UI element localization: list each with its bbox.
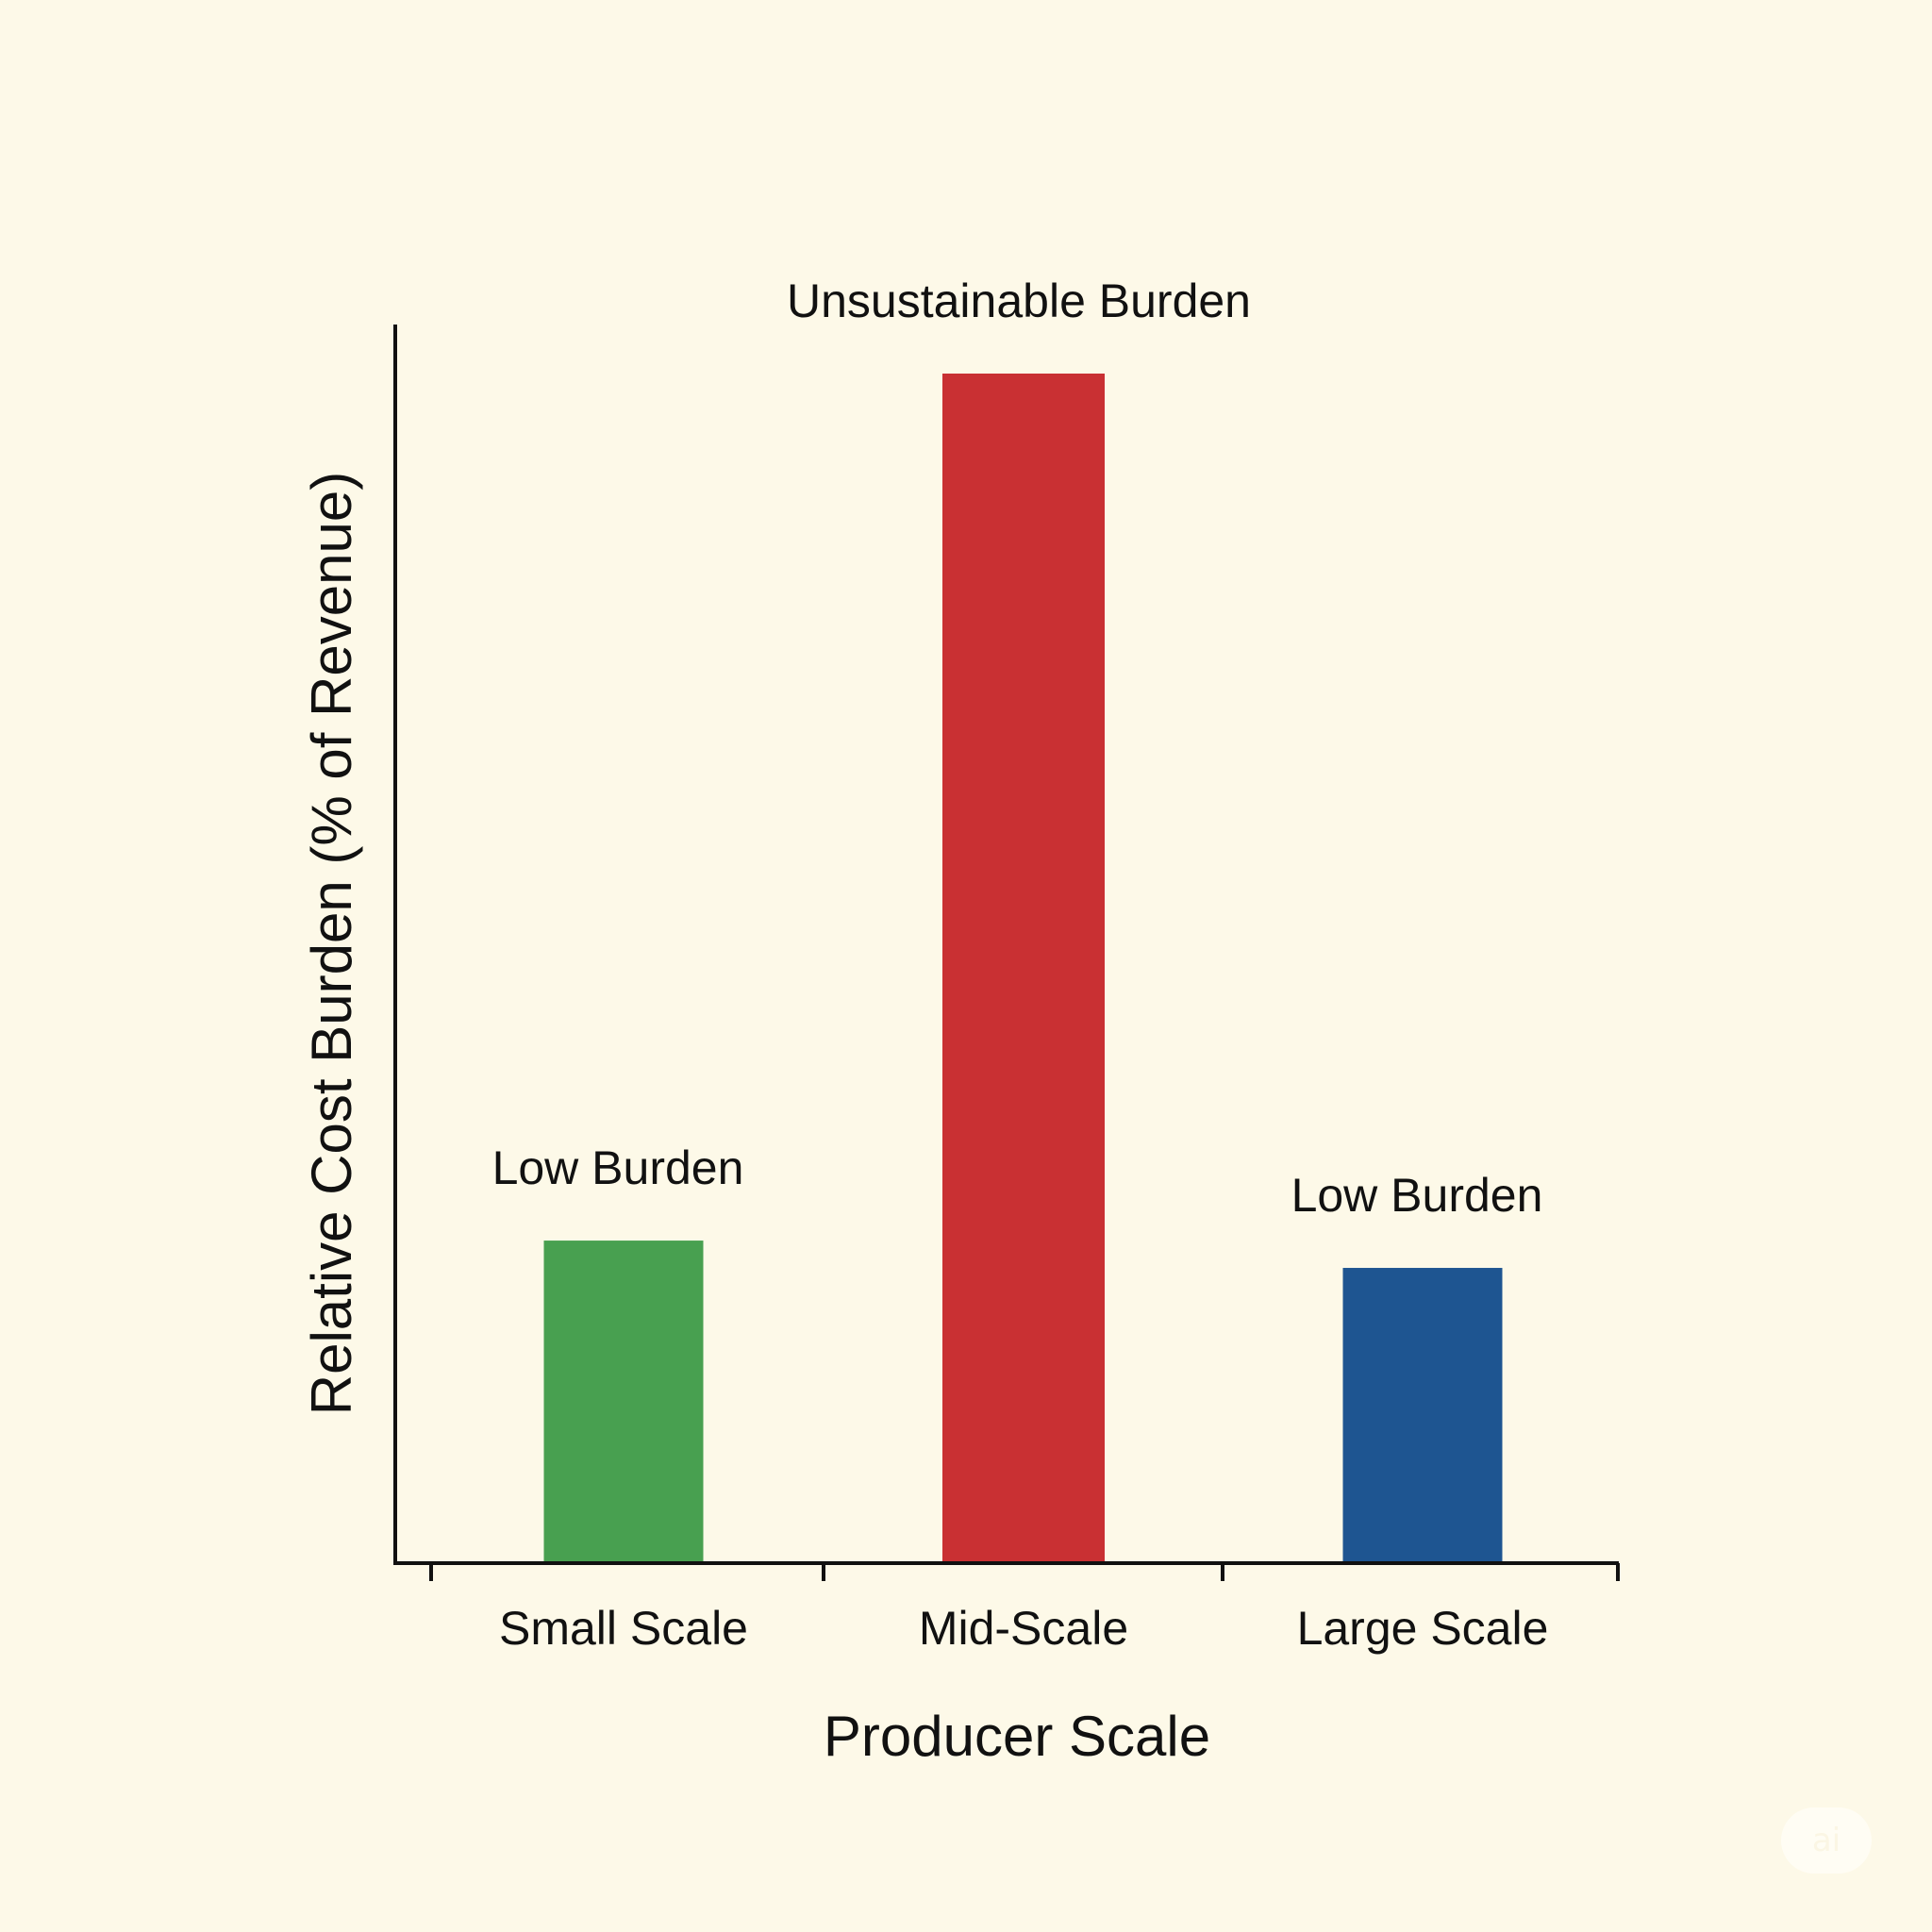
x-tick-labels: Small Scale Mid-Scale Large Scale	[499, 1602, 1548, 1655]
watermark-text: ai	[1811, 1822, 1841, 1859]
bars-layer	[543, 374, 1503, 1561]
x-tick-label-large-scale: Large Scale	[1297, 1602, 1549, 1655]
annotations-layer: Low Burden Unsustainable Burden Low Burden	[492, 275, 1543, 1222]
x-ticks	[429, 1563, 1620, 1581]
watermark-badge: ai	[1781, 1807, 1872, 1874]
bar-mid-scale	[942, 374, 1105, 1561]
y-axis-title: Relative Cost Burden (% of Revenue)	[300, 472, 363, 1416]
annotation-mid-scale: Unsustainable Burden	[787, 275, 1251, 327]
x-tick-label-mid-scale: Mid-Scale	[919, 1602, 1128, 1655]
annotation-large-scale: Low Burden	[1291, 1169, 1543, 1222]
annotation-small-scale: Low Burden	[492, 1141, 744, 1194]
x-tick-label-small-scale: Small Scale	[499, 1602, 748, 1655]
bar-large-scale	[1342, 1268, 1503, 1561]
x-axis-title: Producer Scale	[824, 1705, 1210, 1768]
bar-small-scale	[543, 1241, 704, 1561]
